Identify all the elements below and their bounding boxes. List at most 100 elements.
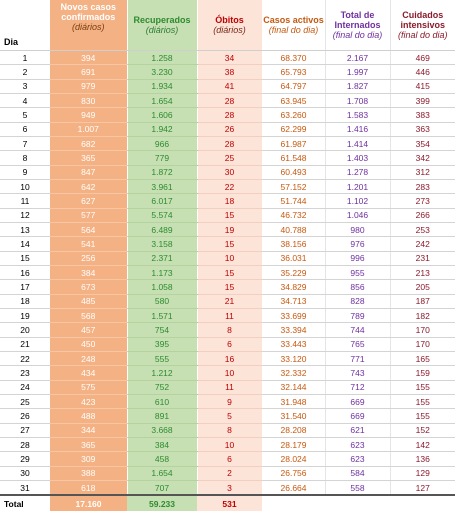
cell-internados: 789 [325, 308, 390, 322]
cell-confirmados: 248 [50, 351, 127, 365]
cell-recuperados: 1.606 [127, 108, 197, 122]
cell-confirmados: 564 [50, 222, 127, 236]
header-confirmados-title: Novos casos confirmados [50, 2, 127, 22]
header-activos: Casos activos (final do dia) [262, 0, 325, 51]
cell-obitos: 41 [197, 79, 262, 93]
cell-intensivos: 469 [390, 51, 455, 65]
header-row: Dia Novos casos confirmados (diários) Re… [0, 0, 455, 51]
total-activos-empty [262, 495, 325, 511]
cell-recuperados: 5.574 [127, 208, 197, 222]
cell-internados: 1.997 [325, 65, 390, 79]
cell-recuperados: 384 [127, 437, 197, 451]
total-intensivos-empty [390, 495, 455, 511]
cell-dia: 3 [0, 79, 50, 93]
header-intensivos: Cuidados intensivos (final do dia) [390, 0, 455, 51]
cell-obitos: 9 [197, 394, 262, 408]
table-footer: Total 17.160 59.233 531 [0, 495, 455, 511]
cell-internados: 1.102 [325, 194, 390, 208]
cell-internados: 1.583 [325, 108, 390, 122]
total-confirmados: 17.160 [50, 495, 127, 511]
cell-obitos: 6 [197, 452, 262, 466]
cell-activos: 33.394 [262, 323, 325, 337]
cell-recuperados: 1.173 [127, 265, 197, 279]
cell-activos: 33.699 [262, 308, 325, 322]
cell-recuperados: 2.371 [127, 251, 197, 265]
cell-intensivos: 187 [390, 294, 455, 308]
cell-obitos: 10 [197, 366, 262, 380]
total-row: Total 17.160 59.233 531 [0, 495, 455, 511]
cell-activos: 57.152 [262, 179, 325, 193]
cell-confirmados: 541 [50, 237, 127, 251]
header-activos-sub: (final do dia) [263, 25, 325, 35]
cell-obitos: 6 [197, 337, 262, 351]
cell-obitos: 22 [197, 179, 262, 193]
cell-recuperados: 3.158 [127, 237, 197, 251]
cell-confirmados: 568 [50, 308, 127, 322]
cell-activos: 26.664 [262, 480, 325, 495]
cell-intensivos: 152 [390, 423, 455, 437]
cell-dia: 16 [0, 265, 50, 279]
cell-recuperados: 3.961 [127, 179, 197, 193]
cell-recuperados: 6.017 [127, 194, 197, 208]
cell-dia: 19 [0, 308, 50, 322]
header-internados-title: Total de Internados [326, 10, 390, 30]
cell-dia: 8 [0, 151, 50, 165]
header-intensivos-title: Cuidados intensivos [391, 10, 455, 30]
cell-obitos: 8 [197, 423, 262, 437]
total-label: Total [0, 495, 50, 511]
cell-activos: 28.208 [262, 423, 325, 437]
cell-dia: 28 [0, 437, 50, 451]
cell-obitos: 11 [197, 308, 262, 322]
cell-recuperados: 1.654 [127, 93, 197, 107]
cell-activos: 68.370 [262, 51, 325, 65]
cell-activos: 28.024 [262, 452, 325, 466]
cell-recuperados: 1.942 [127, 122, 197, 136]
cell-intensivos: 342 [390, 151, 455, 165]
header-intensivos-sub: (final do dia) [391, 30, 455, 40]
cell-activos: 31.948 [262, 394, 325, 408]
cell-confirmados: 365 [50, 437, 127, 451]
cell-dia: 7 [0, 136, 50, 150]
cell-confirmados: 394 [50, 51, 127, 65]
cell-recuperados: 1.654 [127, 466, 197, 480]
cell-dia: 13 [0, 222, 50, 236]
cell-internados: 955 [325, 265, 390, 279]
cell-intensivos: 253 [390, 222, 455, 236]
cell-dia: 1 [0, 51, 50, 65]
cell-recuperados: 3.230 [127, 65, 197, 79]
cell-recuperados: 610 [127, 394, 197, 408]
cell-internados: 996 [325, 251, 390, 265]
cell-internados: 765 [325, 337, 390, 351]
cell-dia: 4 [0, 93, 50, 107]
cell-activos: 34.829 [262, 280, 325, 294]
cell-confirmados: 388 [50, 466, 127, 480]
cell-intensivos: 383 [390, 108, 455, 122]
cell-internados: 669 [325, 409, 390, 423]
cell-activos: 26.756 [262, 466, 325, 480]
cell-intensivos: 155 [390, 380, 455, 394]
cell-intensivos: 399 [390, 93, 455, 107]
cell-obitos: 28 [197, 108, 262, 122]
cell-dia: 15 [0, 251, 50, 265]
cell-confirmados: 682 [50, 136, 127, 150]
header-recuperados-title: Recuperados [128, 15, 197, 25]
header-internados: Total de Internados (final do dia) [325, 0, 390, 51]
cell-intensivos: 242 [390, 237, 455, 251]
cell-dia: 2 [0, 65, 50, 79]
cell-confirmados: 457 [50, 323, 127, 337]
cell-obitos: 3 [197, 480, 262, 495]
header-recuperados-sub: (diários) [128, 25, 197, 35]
cell-internados: 584 [325, 466, 390, 480]
cell-recuperados: 966 [127, 136, 197, 150]
total-recuperados: 59.233 [127, 495, 197, 511]
header-obitos-title: Óbitos [198, 15, 262, 25]
